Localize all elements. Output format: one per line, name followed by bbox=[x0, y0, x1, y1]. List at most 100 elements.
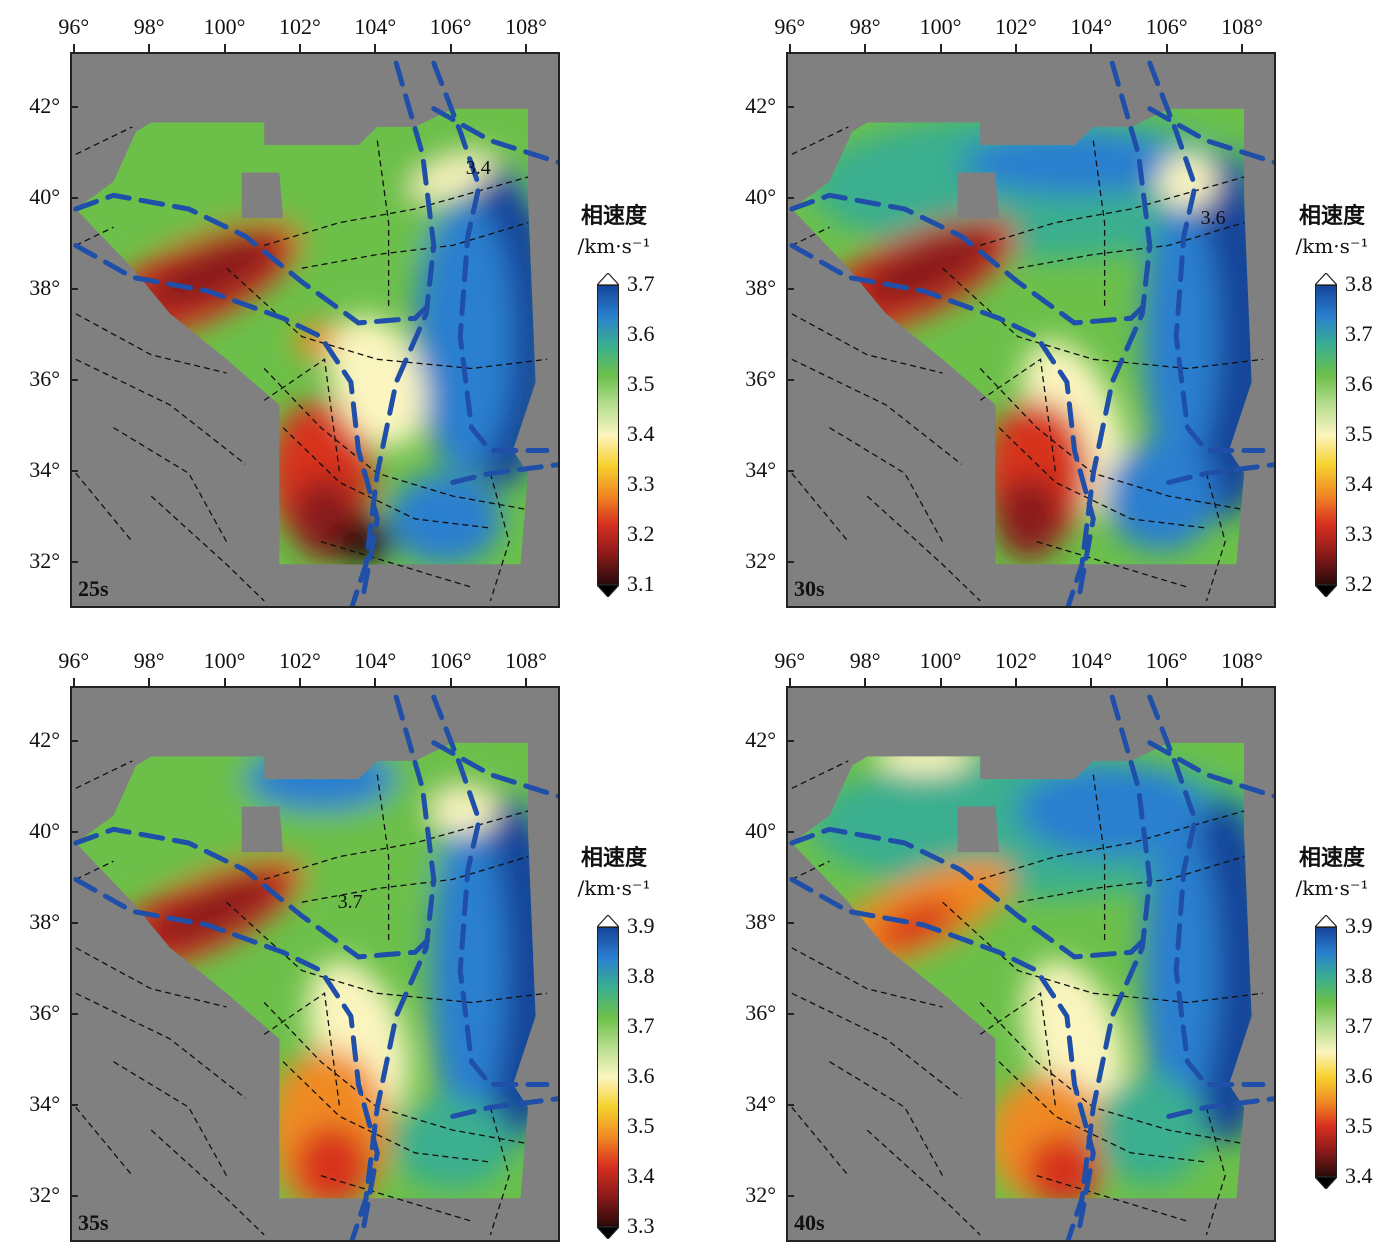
colorbar-tick-label: 3.3 bbox=[1345, 521, 1373, 546]
latitude-label: 36° bbox=[29, 366, 60, 392]
period-label: 25s bbox=[78, 576, 109, 601]
block-boundary-2 bbox=[349, 60, 437, 606]
latitude-tick bbox=[786, 1013, 794, 1016]
fault-line-0 bbox=[791, 947, 943, 1008]
fault-line-0 bbox=[75, 313, 227, 374]
longitude-label: 100° bbox=[203, 648, 246, 673]
longitude-label: 98° bbox=[849, 14, 881, 39]
colorbar-tick-label: 3.6 bbox=[627, 1063, 655, 1088]
latitude-tick bbox=[70, 379, 78, 382]
latitude-tick bbox=[70, 921, 78, 924]
longitude-tick bbox=[223, 678, 226, 686]
longitude-label: 108° bbox=[1221, 14, 1263, 39]
longitude-label: 108° bbox=[505, 14, 547, 39]
colorbar-tick-label: 3.3 bbox=[627, 1213, 655, 1238]
velocity-anomaly-9 bbox=[430, 788, 498, 834]
block-boundary-0 bbox=[789, 826, 1153, 960]
colorbar-tick-label: 3.9 bbox=[627, 913, 655, 938]
latitude-tick bbox=[70, 196, 78, 199]
block-boundary-2 bbox=[1065, 694, 1153, 1240]
colorbar-unit: /km·s⁻¹ bbox=[1295, 876, 1369, 900]
velocity-anomaly-8 bbox=[294, 1125, 370, 1199]
latitude-tick bbox=[70, 830, 78, 833]
colorbar-unit: /km·s⁻¹ bbox=[577, 234, 651, 258]
latitude-tick bbox=[70, 105, 78, 108]
latitude-tick bbox=[786, 921, 794, 924]
fault-line-13 bbox=[263, 992, 341, 1108]
fault-line-12 bbox=[301, 221, 529, 269]
colorbar-tick-label: 3.7 bbox=[627, 1013, 655, 1038]
longitude-tick bbox=[525, 44, 528, 52]
fault-line-11 bbox=[980, 176, 1245, 247]
colorbar bbox=[1315, 285, 1337, 585]
latitude-label: 34° bbox=[29, 457, 60, 483]
block-boundary-3 bbox=[1147, 60, 1266, 453]
fault-line-15 bbox=[489, 473, 510, 602]
latitude-label: 32° bbox=[29, 1182, 60, 1208]
velocity-anomaly-10 bbox=[1104, 441, 1218, 551]
longitude-tick bbox=[1090, 678, 1093, 686]
longitude-label: 100° bbox=[919, 648, 962, 673]
fault-line-15 bbox=[1205, 1107, 1226, 1236]
latitude-tick bbox=[70, 739, 78, 742]
latitude-label: 40° bbox=[29, 817, 60, 843]
longitude-label: 100° bbox=[919, 14, 962, 39]
longitude-tick bbox=[788, 678, 791, 686]
fault-line-6 bbox=[791, 126, 849, 155]
fault-line-6 bbox=[75, 760, 133, 789]
fault-line-2 bbox=[113, 427, 228, 542]
colorbar-tick-label: 3.6 bbox=[627, 321, 655, 346]
block-boundary-4 bbox=[431, 740, 558, 799]
data-gap bbox=[241, 172, 284, 219]
longitude-tick bbox=[72, 44, 75, 52]
fault-line-9 bbox=[998, 1061, 1207, 1163]
fault-line-4 bbox=[150, 495, 265, 602]
longitude-tick bbox=[449, 44, 452, 52]
fault-line-6 bbox=[791, 760, 849, 789]
fault-line-5 bbox=[75, 226, 114, 246]
latitude-tick bbox=[786, 830, 794, 833]
block-boundary-3 bbox=[431, 694, 550, 1087]
latitude-tick bbox=[70, 1104, 78, 1107]
latitude-label: 36° bbox=[745, 366, 776, 392]
longitude-label: 96° bbox=[774, 648, 806, 673]
colorbar-tick-label: 3.8 bbox=[1345, 271, 1373, 296]
longitude-tick bbox=[449, 678, 452, 686]
colorbar-tick-label: 3.2 bbox=[627, 521, 655, 546]
fault-line-1 bbox=[75, 992, 246, 1099]
colorbar-unit: /km·s⁻¹ bbox=[1295, 234, 1369, 258]
contour-label: 3.6 bbox=[1200, 206, 1226, 229]
colorbar-tick-label: 3.5 bbox=[1345, 1113, 1373, 1138]
fault-line-11 bbox=[980, 810, 1245, 881]
fault-line-11 bbox=[264, 810, 529, 881]
colorbar bbox=[597, 927, 619, 1227]
latitude-tick bbox=[786, 196, 794, 199]
fault-line-12 bbox=[1017, 221, 1245, 269]
fault-line-14 bbox=[1092, 140, 1106, 310]
velocity-anomaly-10 bbox=[1093, 1075, 1207, 1185]
fault-line-1 bbox=[791, 358, 962, 465]
longitude-label: 108° bbox=[505, 648, 547, 673]
colorbar-min-arrow bbox=[1315, 1177, 1337, 1189]
data-gap bbox=[957, 806, 1000, 853]
longitude-label: 98° bbox=[133, 14, 165, 39]
latitude-label: 42° bbox=[745, 92, 776, 118]
fault-line-2 bbox=[113, 1061, 228, 1176]
velocity-anomaly-3 bbox=[1017, 765, 1207, 857]
latitude-label: 42° bbox=[29, 92, 60, 118]
longitude-label: 106° bbox=[1145, 648, 1188, 673]
block-boundary-1 bbox=[73, 242, 380, 604]
map-frame bbox=[70, 52, 560, 608]
longitude-tick bbox=[1241, 678, 1244, 686]
block-boundary-3 bbox=[1147, 694, 1266, 1087]
longitude-label: 104° bbox=[354, 648, 397, 673]
longitude-label: 104° bbox=[1070, 14, 1113, 39]
latitude-tick bbox=[70, 1013, 78, 1016]
colorbar-title: 相速度 bbox=[580, 846, 647, 871]
velocity-anomaly-2 bbox=[415, 199, 513, 474]
velocity-map-svg bbox=[789, 694, 1274, 1240]
colorbar-max-arrow bbox=[1315, 915, 1337, 927]
longitude-tick bbox=[148, 678, 151, 686]
longitude-label: 106° bbox=[1145, 14, 1188, 39]
longitude-tick bbox=[864, 678, 867, 686]
